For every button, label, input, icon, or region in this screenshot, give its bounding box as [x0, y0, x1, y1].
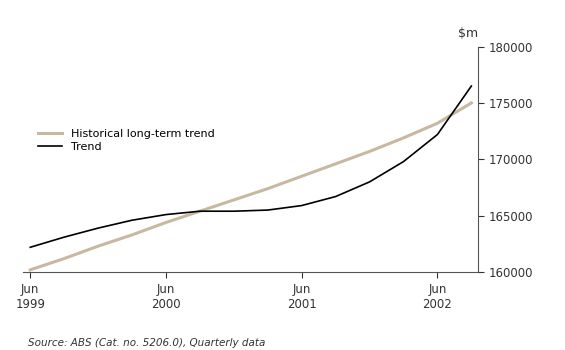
Trend [366, 180, 373, 184]
Line: Historical long-term trend: Historical long-term trend [31, 103, 471, 270]
Historical long-term trend [264, 187, 271, 191]
Historical long-term trend [95, 244, 102, 248]
Historical long-term trend [400, 136, 407, 140]
Line: Trend: Trend [31, 86, 471, 247]
Historical long-term trend [298, 174, 305, 179]
Historical long-term trend [332, 162, 339, 166]
Text: $m: $m [458, 27, 478, 40]
Trend [61, 235, 68, 239]
Historical long-term trend [129, 233, 136, 237]
Historical long-term trend [468, 101, 475, 105]
Trend [434, 132, 441, 137]
Trend [197, 209, 203, 213]
Historical long-term trend [197, 209, 203, 213]
Trend [231, 209, 237, 213]
Historical long-term trend [163, 220, 170, 225]
Trend [400, 160, 407, 164]
Historical long-term trend [231, 198, 237, 202]
Historical long-term trend [366, 149, 373, 154]
Trend [27, 245, 34, 250]
Historical long-term trend [434, 121, 441, 125]
Historical long-term trend [61, 257, 68, 261]
Legend: Historical long-term trend, Trend: Historical long-term trend, Trend [33, 124, 220, 157]
Trend [129, 218, 136, 222]
Trend [95, 226, 102, 230]
Trend [298, 203, 305, 208]
Text: Source: ABS (Cat. no. 5206.0), Quarterly data: Source: ABS (Cat. no. 5206.0), Quarterly… [28, 338, 266, 349]
Trend [163, 212, 170, 217]
Trend [264, 208, 271, 212]
Historical long-term trend [27, 268, 34, 272]
Trend [468, 84, 475, 88]
Trend [332, 195, 339, 199]
